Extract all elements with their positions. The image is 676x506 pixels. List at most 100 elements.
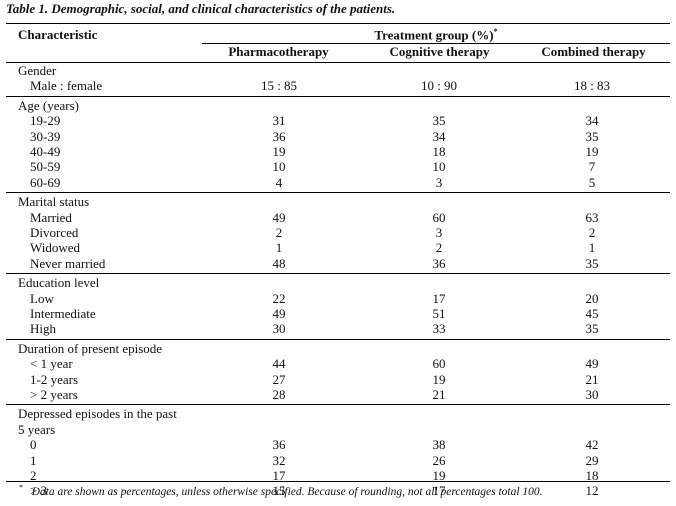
row-label: Married [30, 209, 72, 225]
cell-value: 34 [585, 113, 599, 129]
table-row: < 1 year 44 60 49 [6, 356, 670, 371]
section-title-row: Depressed episodes in the past [6, 406, 670, 421]
cell-value: 51 [432, 305, 446, 321]
row-label: < 1 year [30, 356, 73, 372]
footnote-mark: * [19, 483, 23, 492]
table-section: Gender Male : female 15 : 85 10 : 90 18 : 83 [6, 62, 670, 97]
row-label: Low [30, 290, 54, 306]
row-label: 0 [30, 437, 37, 453]
cell-value: 21 [585, 371, 599, 387]
cell-value: 17 [432, 290, 446, 306]
row-label: > 3 [30, 483, 48, 499]
table-footnote: * Data are shown as percentages, unless … [19, 483, 543, 498]
section-title-row: Gender [6, 63, 670, 78]
cell-value: 15 : 85 [260, 78, 298, 94]
row-label: 50-59 [30, 159, 61, 175]
cell-value: 29 [585, 452, 599, 468]
row-label: High [30, 321, 56, 337]
data-table: Characteristic Treatment group (%)* Phar… [6, 23, 670, 498]
cell-value: 49 [272, 305, 286, 321]
cell-value: 3 [435, 224, 443, 240]
cell-value: 33 [432, 321, 446, 337]
row-label: Divorced [30, 224, 79, 240]
row-label: 40-49 [30, 143, 61, 159]
row-label: 30-39 [30, 128, 61, 144]
cell-value: 36 [272, 128, 286, 144]
table-row: Male : female 15 : 85 10 : 90 18 : 83 [6, 78, 670, 93]
cell-value: 35 [585, 128, 599, 144]
table-row: 30-39 36 34 35 [6, 129, 670, 144]
cell-value: 30 [585, 386, 599, 402]
table-row: Widowed 1 2 1 [6, 240, 670, 255]
column-header-combined-therapy: Combined therapy [541, 44, 646, 59]
row-label: Intermediate [30, 305, 96, 321]
row-label: 1 [30, 452, 37, 468]
cell-value: 63 [585, 209, 599, 225]
cell-value: 19 [272, 143, 286, 159]
table-section: Age (years) 19-29 31 35 34 30-39 36 34 35 40-49 19… [6, 97, 670, 194]
cell-value: 20 [585, 290, 599, 306]
cell-value: 44 [272, 356, 286, 372]
cell-value: 19 [585, 143, 599, 159]
cell-value: 19 [432, 371, 446, 387]
cell-value: 48 [272, 255, 286, 271]
row-label: > 2 years [30, 386, 78, 402]
cell-value: 19 [432, 467, 446, 483]
cell-value: 18 [432, 143, 446, 159]
column-header-pharmacotherapy: Pharmacotherapy [228, 44, 329, 59]
cell-value: 35 [585, 321, 599, 337]
row-label: Never married [30, 255, 106, 271]
row-label: 2 [30, 467, 37, 483]
section-title-row: Age (years) [6, 98, 670, 113]
cell-value: 27 [272, 371, 286, 387]
cell-value: 38 [432, 437, 446, 453]
section-title: Duration of present episode [18, 340, 163, 356]
cell-value: 2 [435, 240, 443, 256]
header-rule [202, 43, 670, 44]
table-row: High 30 33 35 [6, 321, 670, 336]
cell-value: 36 [432, 255, 446, 271]
row-label: 19-29 [30, 113, 61, 129]
table-row: Intermediate 49 51 45 [6, 306, 670, 321]
section-title-row: Marital status [6, 194, 670, 209]
table-row: > 2 years 28 21 30 [6, 387, 670, 402]
table-header: Characteristic Treatment group (%)* Phar… [6, 24, 670, 63]
section-title-row: Education level [6, 275, 670, 290]
cell-value: 36 [272, 437, 286, 453]
cell-value: 31 [272, 113, 286, 129]
table-row: 1 32 26 29 [6, 453, 670, 468]
cell-value: 22 [272, 290, 286, 306]
table-row: 0 36 38 42 [6, 437, 670, 452]
cell-value: 28 [272, 386, 286, 402]
table-row: 1-2 years 27 19 21 [6, 372, 670, 387]
cell-value: 35 [585, 255, 599, 271]
cell-value: 7 [588, 159, 596, 175]
cell-value: 42 [585, 437, 599, 453]
column-group-header: Treatment group (%)* [202, 27, 670, 43]
cell-value: 60 [432, 356, 446, 372]
cell-value: 26 [432, 452, 446, 468]
cell-value: 30 [272, 321, 286, 337]
cell-value: 17 [432, 483, 446, 499]
row-label: Widowed [30, 240, 81, 256]
table-row: 60-69 4 3 5 [6, 175, 670, 190]
section-title: Gender [18, 63, 57, 78]
table-row: 2 17 19 18 [6, 468, 670, 483]
section-title-row: Duration of present episode [6, 341, 670, 356]
row-label: 1-2 years [30, 371, 79, 387]
table-section: Duration of present episode < 1 year 44 60 4… [6, 340, 670, 406]
cell-value: 35 [432, 113, 446, 129]
cell-value: 34 [432, 128, 446, 144]
cell-value: 2 [275, 224, 283, 240]
table-caption: Table 1. Demographic, social, and clinic… [6, 1, 396, 16]
cell-value: 17 [272, 467, 286, 483]
section-title-continued: 5 years [18, 421, 56, 437]
footnote-marker: * [493, 27, 498, 36]
cell-value: 2 [588, 224, 596, 240]
row-label: 60-69 [30, 174, 61, 190]
cell-value: 60 [432, 209, 446, 225]
table-row: Low 22 17 20 [6, 291, 670, 306]
cell-value: 10 : 90 [420, 78, 458, 94]
table-row: 40-49 19 18 19 [6, 144, 670, 159]
cell-value: 5 [588, 174, 596, 190]
